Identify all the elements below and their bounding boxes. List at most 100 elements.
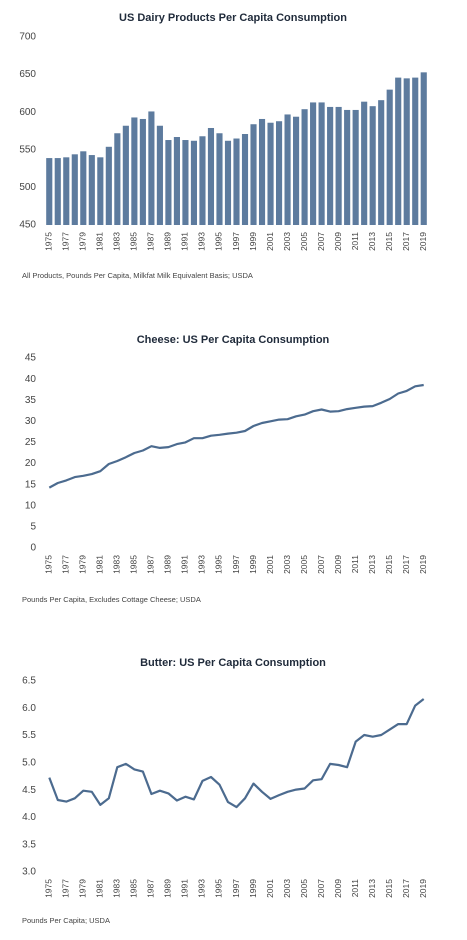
x-tick-label: 2017 [401,879,411,898]
x-tick-label: 1991 [180,555,190,574]
x-tick-label: 2009 [333,232,343,251]
x-tick-label: 2015 [384,232,394,251]
x-tick-label: 1993 [197,879,207,898]
y-tick-label: 450 [19,220,36,231]
x-tick-label: 1975 [44,232,54,251]
bar [250,124,257,225]
y-tick-label: 3.0 [22,867,36,878]
x-tick-label: 1983 [112,232,122,251]
bar [327,106,334,225]
x-tick-label: 2013 [367,555,377,574]
bar [258,118,266,225]
bar [284,114,291,225]
bar [335,106,342,225]
bar [403,78,410,225]
y-tick-label: 600 [19,107,36,118]
x-tick-label: 1975 [44,555,54,574]
chart-note: Pounds Per Capita, Excludes Cottage Chee… [22,595,201,604]
bar [267,122,274,225]
x-tick-label: 1989 [163,555,173,574]
bar [344,109,351,225]
x-tick-label: 1981 [95,232,105,251]
x-tick-label: 2013 [367,879,377,898]
x-tick-label: 1985 [129,232,139,251]
y-tick-label: 6.5 [22,676,36,687]
y-tick-label: 650 [19,69,36,80]
line [48,698,425,809]
y-tick-label: 5.5 [22,730,36,741]
x-tick-label: 2011 [350,879,360,898]
y-tick-label: 30 [25,416,37,427]
bar [165,140,172,225]
x-tick-label: 2007 [316,232,326,251]
x-tick-label: 2019 [418,879,428,898]
x-tick-label: 2017 [401,555,411,574]
bar [207,127,215,225]
y-tick-label: 25 [25,437,37,448]
y-tick-label: 45 [25,353,37,364]
x-tick-label: 1987 [146,879,156,898]
bar [97,157,104,225]
bar [63,157,70,225]
y-tick-label: 0 [30,543,36,554]
x-tick-label: 1977 [61,232,71,251]
x-tick-label: 1997 [231,232,241,251]
bar [395,77,402,225]
x-tick-label: 1983 [112,555,122,574]
x-tick-label: 2009 [333,879,343,898]
bar [156,125,163,225]
bar [318,102,325,225]
x-tick-label: 1999 [248,232,258,251]
y-tick-label: 3.5 [22,839,36,850]
chart-note: All Products, Pounds Per Capita, Milkfat… [22,271,253,280]
bar [88,155,95,225]
x-tick-label: 1979 [78,555,88,574]
y-tick-label: 15 [25,479,37,490]
x-tick-label: 1979 [78,232,88,251]
bar [420,72,427,226]
bar [275,121,283,225]
x-tick-label: 2015 [384,879,394,898]
bar [199,136,206,225]
y-tick-label: 700 [19,32,36,43]
bar [352,109,359,225]
y-tick-label: 40 [25,374,37,385]
x-tick-label: 1993 [197,555,207,574]
x-tick-label: 1991 [180,232,190,251]
bar [148,111,155,225]
bar [224,140,232,225]
bar [46,158,53,225]
line [48,383,424,489]
bar [173,137,180,225]
chart-title: Cheese: US Per Capita Consumption [137,334,330,346]
y-tick-label: 5.0 [22,757,36,768]
x-tick-label: 2005 [299,879,309,898]
x-tick-label: 1993 [197,232,207,251]
x-tick-label: 2013 [367,232,377,251]
x-tick-label: 1987 [146,555,156,574]
x-tick-label: 1977 [61,555,71,574]
x-tick-label: 1979 [78,879,88,898]
y-tick-label: 4.0 [22,812,36,823]
bar [122,125,129,225]
x-tick-label: 2003 [282,879,292,898]
x-tick-label: 1995 [214,232,224,251]
bar [241,134,249,225]
x-tick-label: 2005 [299,232,309,251]
x-tick-label: 2003 [282,555,292,574]
bar [293,116,300,225]
x-tick-label: 2015 [384,555,394,574]
bar [233,138,240,225]
bar [105,146,112,225]
bar [71,154,78,225]
bar [114,133,121,225]
bar [369,106,376,225]
y-tick-label: 4.5 [22,785,36,796]
bar [301,109,308,225]
x-tick-label: 1985 [129,555,139,574]
bar [361,101,368,225]
bar [216,133,223,225]
y-tick-label: 10 [25,500,37,511]
x-tick-label: 1981 [95,555,105,574]
